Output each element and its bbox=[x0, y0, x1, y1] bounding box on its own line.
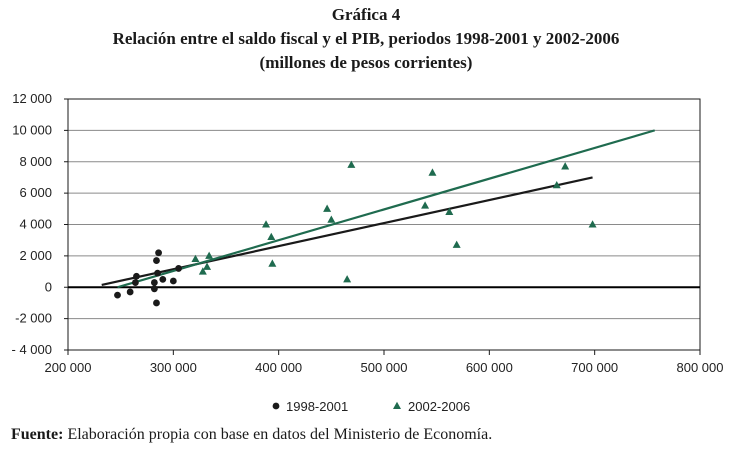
x-tick-label: 400 000 bbox=[255, 360, 302, 375]
point-2002-2006 bbox=[588, 220, 597, 228]
trend-lines bbox=[101, 129, 656, 289]
point-2002-2006 bbox=[262, 220, 271, 228]
trend-line-2002-2006 bbox=[117, 129, 656, 289]
y-tick-label: 12 000 bbox=[12, 91, 52, 106]
point-2002-2006 bbox=[198, 267, 207, 275]
point-1998-2001 bbox=[132, 279, 139, 286]
gridlines bbox=[68, 98, 700, 351]
y-tick-label: 0 bbox=[45, 279, 52, 294]
x-tick-label: 600 000 bbox=[466, 360, 513, 375]
source-note: Fuente: Elaboración propia con base en d… bbox=[11, 426, 492, 444]
point-1998-2001 bbox=[154, 269, 161, 277]
source-label: Fuente: bbox=[11, 426, 64, 443]
point-1998-2001 bbox=[175, 265, 183, 272]
point-1998-2001 bbox=[159, 276, 167, 283]
x-tick-label: 300 000 bbox=[150, 360, 197, 375]
legend-marker-2002-2006 bbox=[393, 401, 401, 409]
legend-label-1998-2001: 1998-2001 bbox=[286, 399, 348, 414]
point-1998-2001 bbox=[133, 272, 140, 280]
y-tick-label: -2 000 bbox=[15, 311, 52, 326]
point-2002-2006 bbox=[421, 201, 430, 209]
figure-number: Gráfica 4 bbox=[331, 5, 401, 24]
chart-subtitle: (millones de pesos corrientes) bbox=[259, 53, 473, 72]
legend: 1998-2001 2002-2006 bbox=[272, 399, 470, 414]
point-1998-2001 bbox=[150, 285, 158, 293]
y-tick-label: 2 000 bbox=[19, 248, 52, 263]
point-2002-2006 bbox=[205, 251, 214, 259]
y-tick-label: 4 000 bbox=[19, 217, 52, 232]
y-tick-label: 8 000 bbox=[19, 154, 52, 169]
data-points bbox=[114, 160, 597, 307]
legend-label-2002-2006: 2002-2006 bbox=[408, 399, 470, 414]
point-2002-2006 bbox=[428, 168, 437, 176]
scatter-chart: - 4 000 -2 000 0 2 000 4 000 6 000 8 000 10 000… bbox=[12, 91, 724, 414]
point-1998-2001 bbox=[169, 277, 177, 285]
axes bbox=[64, 98, 701, 355]
y-tick-label: - 4 000 bbox=[12, 342, 52, 357]
x-tick-label: 200 000 bbox=[45, 360, 92, 375]
y-tick-label: 6 000 bbox=[19, 185, 52, 200]
point-2002-2006 bbox=[561, 162, 570, 170]
point-2002-2006 bbox=[452, 240, 461, 248]
point-1998-2001 bbox=[153, 299, 160, 307]
point-1998-2001 bbox=[150, 279, 158, 286]
point-2002-2006 bbox=[327, 215, 336, 223]
y-tick-label: 10 000 bbox=[12, 122, 52, 137]
source-text: Elaboración propia con base en datos del… bbox=[63, 426, 493, 443]
point-2002-2006 bbox=[267, 232, 276, 241]
point-1998-2001 bbox=[126, 288, 134, 296]
point-1998-2001 bbox=[153, 257, 160, 264]
point-2002-2006 bbox=[347, 160, 356, 168]
point-2002-2006 bbox=[191, 254, 200, 263]
x-tick-label: 800 000 bbox=[677, 360, 724, 375]
chart-title: Relación entre el saldo fiscal y el PIB,… bbox=[112, 29, 620, 48]
point-2002-2006 bbox=[445, 207, 454, 215]
legend-marker-1998-2001 bbox=[272, 402, 280, 410]
point-2002-2006 bbox=[343, 275, 352, 283]
point-1998-2001 bbox=[155, 249, 162, 257]
point-2002-2006 bbox=[552, 180, 561, 189]
x-tick-label: 700 000 bbox=[571, 360, 618, 375]
tick-labels: - 4 000 -2 000 0 2 000 4 000 6 000 8 000 10 000… bbox=[12, 91, 724, 375]
point-1998-2001 bbox=[114, 291, 121, 299]
point-2002-2006 bbox=[268, 259, 277, 267]
point-2002-2006 bbox=[203, 262, 212, 270]
point-2002-2006 bbox=[323, 204, 332, 212]
x-tick-label: 500 000 bbox=[361, 360, 408, 375]
